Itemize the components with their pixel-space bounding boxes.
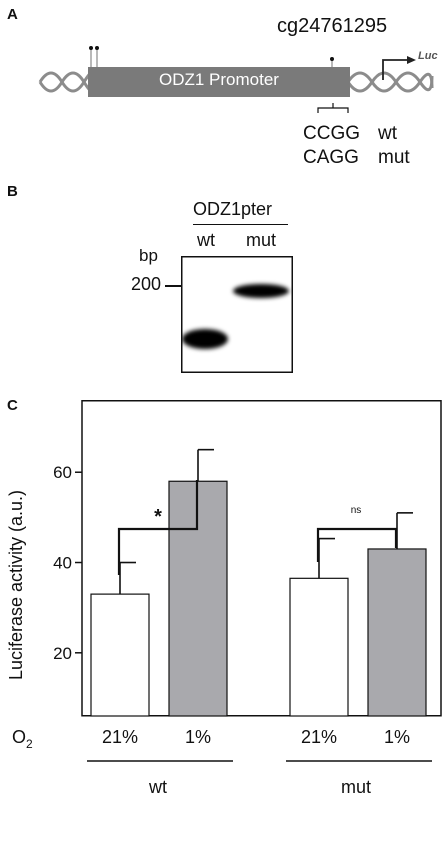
luc-label: Luc — [418, 50, 438, 62]
panel-b-label: B — [7, 183, 18, 200]
o2-subscript: 2 — [26, 737, 33, 751]
lane-wt-label: wt — [197, 230, 215, 250]
marker-200-tick — [165, 285, 181, 287]
x-category-label: 1% — [185, 727, 211, 747]
sig-ns-mut: ns — [351, 505, 362, 516]
cpg-lollipops — [90, 49, 333, 67]
x-category-label: 21% — [301, 727, 337, 747]
gel-band-wt — [182, 329, 228, 349]
unit-label: bp — [139, 246, 158, 265]
y-tick-label: 40 — [53, 554, 72, 573]
bar — [289, 577, 349, 717]
promoter-diagram — [38, 46, 434, 113]
y-tick-label: 20 — [53, 644, 72, 663]
gel-image — [181, 256, 293, 373]
construct-underline — [193, 224, 288, 225]
cpg-dot — [330, 57, 334, 61]
cpg-dot — [89, 46, 93, 50]
panel-c-label: C — [7, 397, 18, 414]
bar — [90, 593, 150, 717]
geno-wt-label: wt — [378, 123, 397, 144]
sig-star-wt: * — [154, 506, 162, 528]
marker-200-label: 200 — [131, 274, 162, 294]
luciferase-bar-chart: Luciferase activity (a.u.) 20 40 60 * ns 2… — [6, 400, 442, 797]
construct-label: ODZ1pter — [193, 199, 273, 219]
lane-mut-label: mut — [246, 230, 277, 250]
group-wt-label: wt — [148, 777, 167, 797]
cpg-dot — [95, 46, 99, 50]
seq-mut: CAGG — [303, 147, 359, 168]
o2-label: O2 — [12, 727, 33, 751]
x-category-label: 21% — [102, 727, 138, 747]
plot-frame — [81, 400, 442, 717]
sig-bracket-mut — [316, 527, 398, 562]
promoter-box — [88, 67, 350, 97]
geno-mut-label: mut — [378, 147, 410, 168]
tss-arrow — [382, 56, 416, 80]
bar — [367, 548, 427, 717]
dna-helix-right — [346, 71, 434, 93]
cpg-id-label: cg24761295 — [277, 15, 388, 37]
group-mut-label: mut — [341, 777, 371, 797]
promoter-label: ODZ1 Promoter — [159, 70, 279, 89]
y-tick-label: 60 — [53, 463, 72, 482]
y-axis-title: Luciferase activity (a.u.) — [6, 490, 26, 680]
gel-band-mut — [233, 284, 289, 298]
sig-bracket-wt — [117, 480, 199, 575]
x-category-label: 1% — [384, 727, 410, 747]
site-bracket — [317, 103, 349, 113]
panel-a-label: A — [7, 6, 18, 23]
seq-wt: CCGG — [303, 123, 360, 144]
